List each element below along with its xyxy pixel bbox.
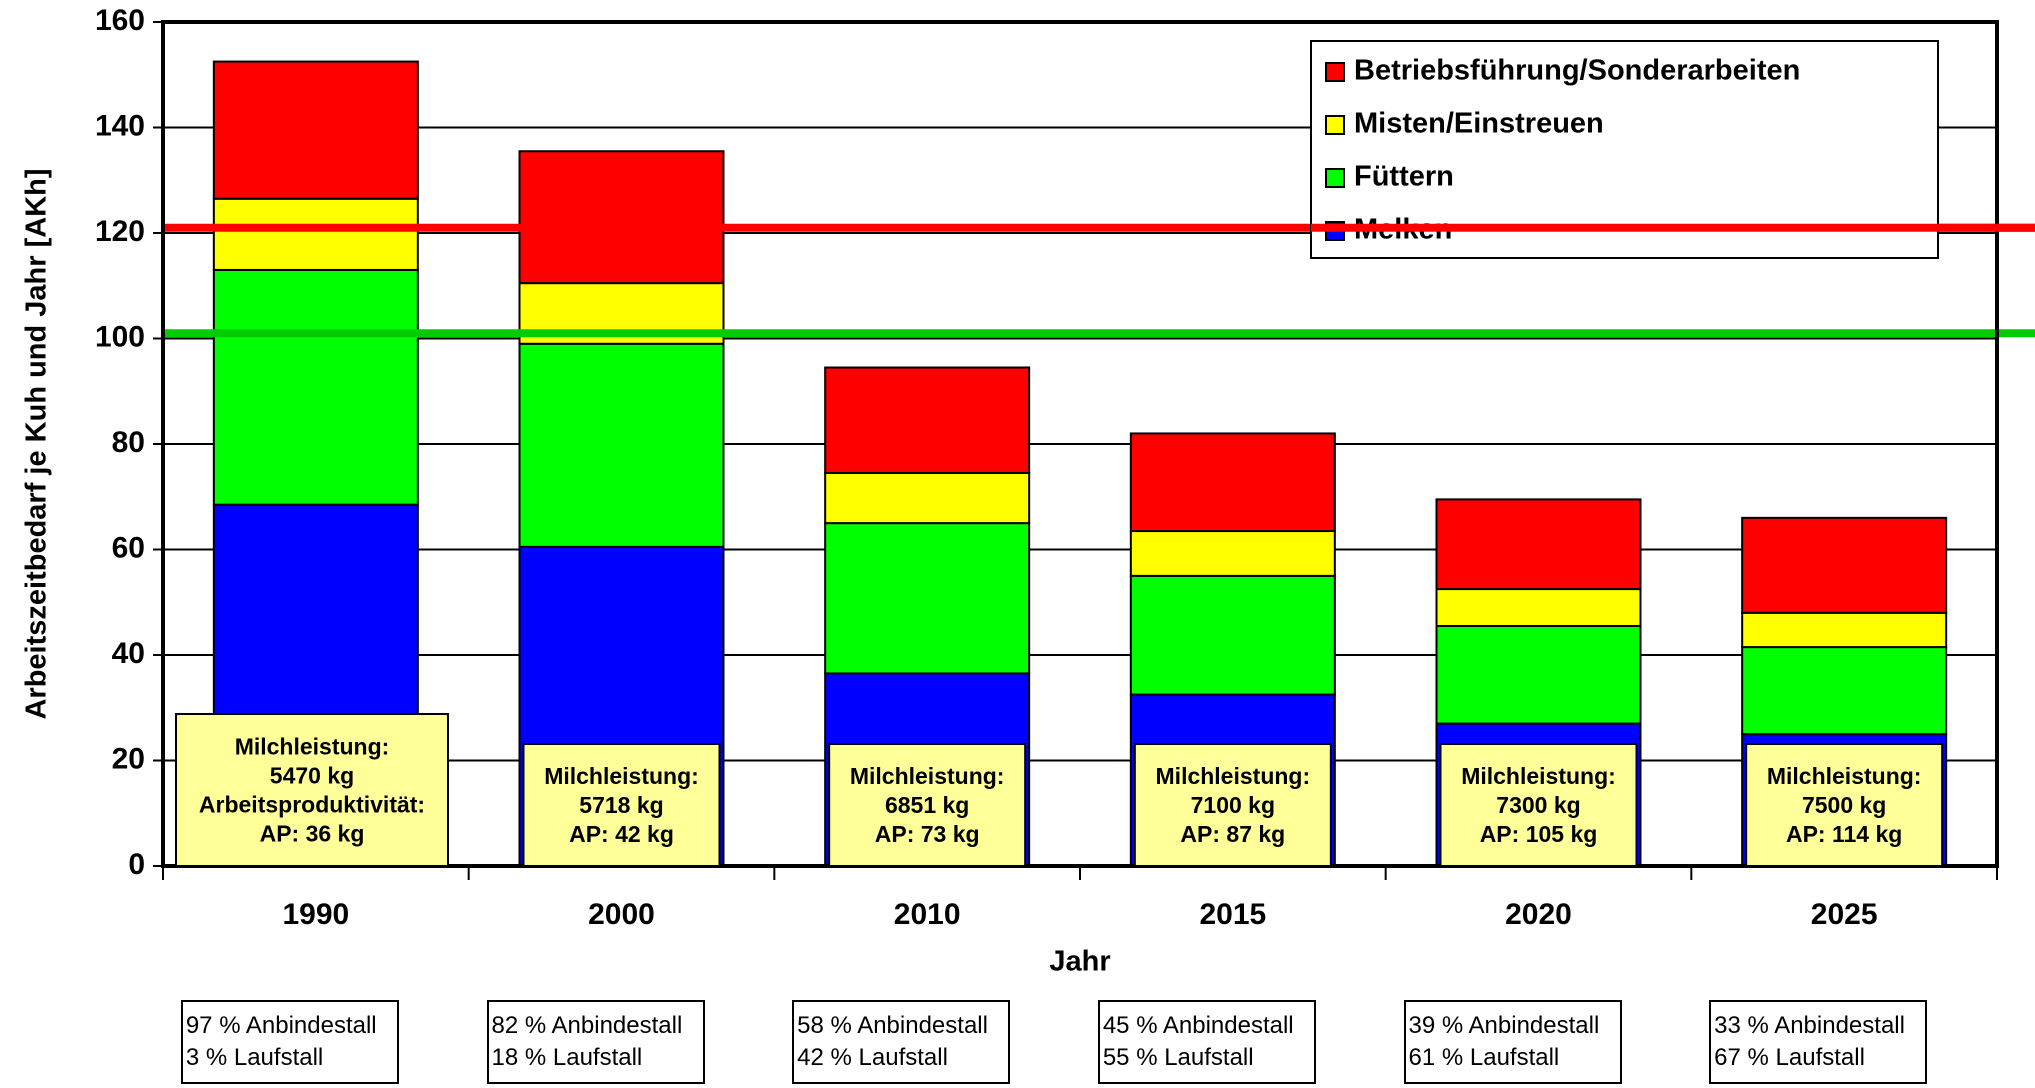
legend-swatch [1325, 62, 1345, 82]
milk-yield-line: AP: 87 kg [1180, 821, 1285, 847]
milk-yield-line: AP: 36 kg [260, 821, 365, 847]
bar-segment-f-ttern [1129, 574, 1336, 696]
x-tick-label: 1990 [282, 898, 349, 931]
milk-yield-box [1745, 743, 1944, 867]
bar-segment-misten-einstreuen [1129, 530, 1336, 577]
stall-type-box: 97 % Anbindestall 3 % Laufstall [180, 1000, 399, 1084]
milk-yield-box [1133, 743, 1332, 867]
stall-anbindestall-text: 33 % Anbindestall [1714, 1012, 1905, 1039]
y-tick-label: 0 [128, 848, 145, 881]
x-tick-label: 2010 [894, 898, 961, 931]
stall-laufstall-text: 3 % Laufstall [185, 1044, 324, 1071]
bar-segment-misten-einstreuen [1435, 588, 1642, 627]
stall-anbindestall-text: 82 % Anbindestall [491, 1012, 683, 1039]
y-tick-label: 140 [95, 109, 145, 142]
stall-type-box: 45 % Anbindestall 55 % Laufstall [1097, 1000, 1316, 1084]
milk-yield-line: Milchleistung: [1767, 763, 1922, 789]
legend-swatch [1325, 168, 1345, 188]
y-tick-label: 120 [95, 215, 145, 248]
bar-segment-betriebsf-hrung-sonderarbeiten [212, 60, 419, 200]
y-axis-title: Arbeitszeitbedarf je Kuh und Jahr [AKh] [21, 168, 53, 719]
legend-swatch [1325, 115, 1345, 135]
y-tick-label: 160 [95, 4, 145, 37]
legend-box [1310, 40, 1939, 259]
milk-yield-box [828, 743, 1027, 867]
milk-yield-line: Milchleistung: [1461, 763, 1616, 789]
milk-yield-line: Milchleistung: [235, 734, 390, 760]
stall-anbindestall-text: 39 % Anbindestall [1408, 1012, 1600, 1039]
y-tick-label: 60 [112, 531, 145, 564]
legend-label: Füttern [1354, 161, 1454, 193]
stall-laufstall-text: 55 % Laufstall [1102, 1044, 1254, 1071]
milk-yield-line: Milchleistung: [1156, 763, 1311, 789]
milk-yield-line: AP: 114 kg [1786, 821, 1902, 847]
bar-segment-f-ttern [518, 342, 725, 548]
stall-laufstall-text: 42 % Laufstall [797, 1044, 948, 1071]
milk-yield-line: AP: 105 kg [1480, 821, 1598, 847]
legend-label: Betriebsführung/Sonderarbeiten [1354, 55, 1800, 87]
stall-anbindestall-text: 97 % Anbindestall [185, 1012, 377, 1039]
bar-segment-misten-einstreuen [1741, 611, 1948, 649]
bar-segment-betriebsf-hrung-sonderarbeiten [824, 366, 1031, 475]
milk-yield-box [522, 743, 721, 867]
milk-yield-line: 7100 kg [1191, 792, 1275, 818]
y-tick-label: 100 [95, 320, 145, 353]
y-tick-label: 20 [112, 742, 145, 775]
x-axis-title: Jahr [1049, 946, 1110, 978]
stall-laufstall-text: 61 % Laufstall [1408, 1044, 1560, 1071]
x-tick-label: 2020 [1505, 898, 1572, 931]
bar-segment-betriebsf-hrung-sonderarbeiten [1435, 498, 1642, 591]
milk-yield-line: AP: 42 kg [569, 821, 674, 847]
milk-yield-line: Milchleistung: [544, 763, 699, 789]
bar-segment-betriebsf-hrung-sonderarbeiten [1129, 432, 1336, 533]
milk-yield-line: 7500 kg [1802, 792, 1886, 818]
y-tick-label: 40 [112, 637, 145, 670]
milk-yield-line: Milchleistung: [850, 763, 1005, 789]
milk-yield-box [1439, 743, 1638, 867]
stall-type-box: 33 % Anbindestall 67 % Laufstall [1709, 1000, 1928, 1084]
bar-segment-f-ttern [212, 268, 419, 506]
milk-yield-line: 7300 kg [1496, 792, 1580, 818]
stall-anbindestall-text: 45 % Anbindestall [1102, 1012, 1294, 1039]
y-tick-label: 80 [112, 426, 145, 459]
bar-segment-betriebsf-hrung-sonderarbeiten [518, 150, 725, 285]
milk-yield-line: AP: 73 kg [875, 821, 980, 847]
stall-laufstall-text: 18 % Laufstall [491, 1044, 643, 1071]
stall-type-box: 39 % Anbindestall 61 % Laufstall [1403, 1000, 1622, 1084]
x-tick-label: 2025 [1811, 898, 1878, 931]
bar-segment-misten-einstreuen [824, 472, 1031, 525]
bar-segment-misten-einstreuen [212, 197, 419, 271]
x-tick-label: 2000 [588, 898, 655, 931]
stall-type-box: 82 % Anbindestall 18 % Laufstall [486, 1000, 705, 1084]
milk-yield-line: 6851 kg [885, 792, 969, 818]
milk-yield-line: Arbeitsproduktivität: [199, 792, 425, 818]
stall-laufstall-text: 67 % Laufstall [1714, 1044, 1865, 1071]
bar-segment-f-ttern [1741, 646, 1948, 736]
bar-segment-betriebsf-hrung-sonderarbeiten [1741, 516, 1948, 614]
bar-segment-f-ttern [1435, 624, 1642, 725]
milk-yield-box [175, 713, 449, 867]
milk-yield-line: 5470 kg [270, 763, 354, 789]
stall-type-box: 58 % Anbindestall 42 % Laufstall [792, 1000, 1011, 1084]
x-tick-label: 2015 [1199, 898, 1266, 931]
legend-label: Misten/Einstreuen [1354, 108, 1604, 140]
bar-segment-f-ttern [824, 522, 1031, 675]
stall-anbindestall-text: 58 % Anbindestall [797, 1012, 988, 1039]
milk-yield-line: 5718 kg [579, 792, 663, 818]
